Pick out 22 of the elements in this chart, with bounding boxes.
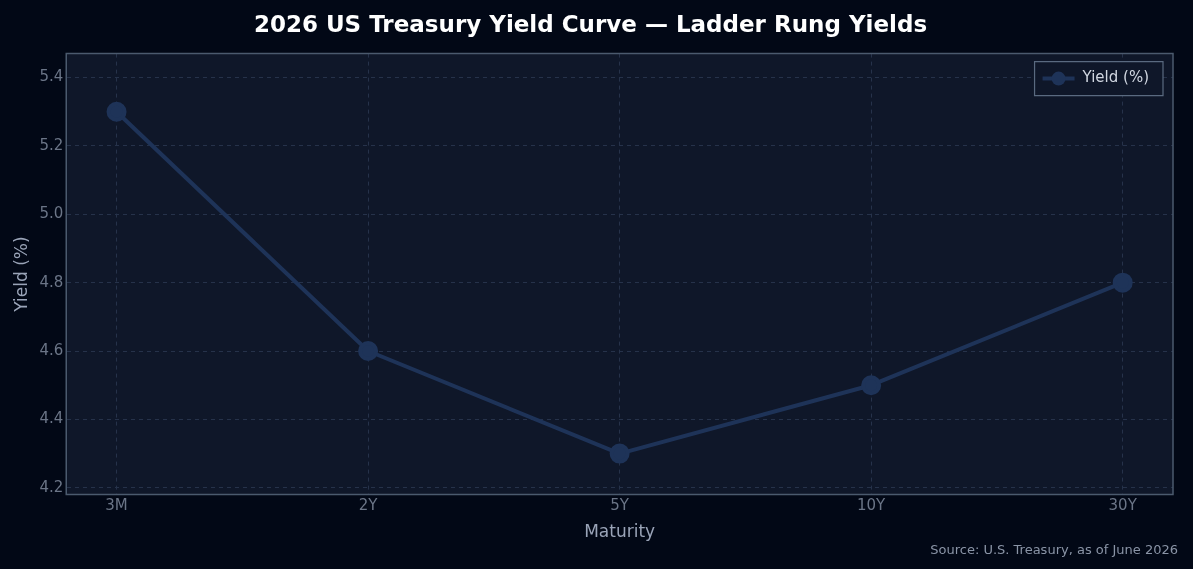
y-tick-label: 5.4 bbox=[39, 67, 64, 86]
point bbox=[358, 341, 379, 362]
x-tick-label: 30Y bbox=[1108, 496, 1138, 515]
source-note: Source: U.S. Treasury, as of June 2026 bbox=[930, 541, 1178, 557]
legend-label: Yield (%) bbox=[1081, 68, 1150, 87]
x-tick-label: 3M bbox=[105, 496, 128, 515]
point bbox=[861, 375, 882, 396]
x-tick-label: 2Y bbox=[358, 496, 379, 515]
y-tick-label: 4.8 bbox=[39, 272, 64, 291]
x-tick-label: 10Y bbox=[857, 496, 887, 515]
y-tick-label: 4.2 bbox=[39, 477, 64, 496]
x-axis-title: Maturity bbox=[584, 521, 656, 542]
y-axis-title: Yield (%) bbox=[10, 236, 31, 313]
point bbox=[106, 101, 127, 122]
point bbox=[1112, 272, 1133, 293]
y-tick-label: 4.4 bbox=[39, 409, 64, 428]
y-tick-label: 5.2 bbox=[39, 135, 64, 154]
x-tick-label: 5Y bbox=[610, 496, 630, 515]
point bbox=[609, 443, 630, 464]
y-tick-label: 5.0 bbox=[39, 204, 64, 223]
chart-title: 2026 US Treasury Yield Curve — Ladder Rung Yields bbox=[253, 10, 928, 37]
y-tick-label: 4.6 bbox=[39, 340, 64, 359]
